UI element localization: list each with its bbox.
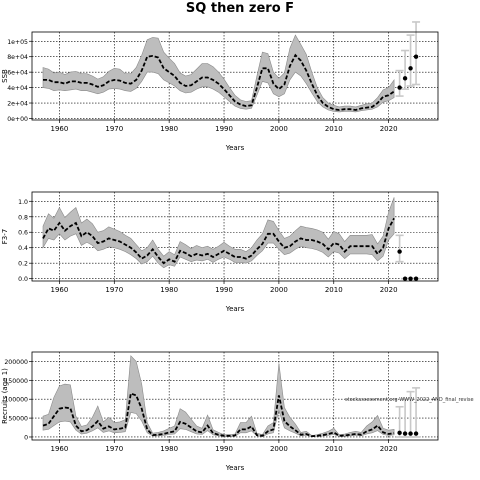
x-tick-label: 2020 (380, 125, 398, 133)
forecast-point (402, 431, 408, 436)
figure-title: SQ then zero F (185, 1, 295, 16)
forecast-point (413, 54, 419, 59)
forecast-point (413, 276, 419, 281)
y-tick-label: 0e+00 (7, 116, 28, 123)
y-tick-label: 50000 (8, 416, 28, 423)
y-tick-label: 1.0 (18, 199, 28, 206)
y-tick-label: 0.6 (18, 230, 28, 237)
x-tick-label: 2000 (270, 125, 288, 133)
x-tick-label: 1960 (51, 125, 69, 133)
forecast-point (402, 276, 408, 281)
x-tick-label: 1980 (160, 445, 178, 453)
y-tick-label: 8e+04 (7, 54, 28, 61)
x-axis-label: Years (225, 305, 245, 313)
forecast-point (402, 76, 408, 81)
forecast-point (408, 66, 413, 71)
y-tick-label: 4e+04 (7, 85, 28, 92)
x-axis-label: Years (225, 464, 245, 472)
x-tick-label: 2020 (380, 286, 398, 294)
confidence-band (42, 197, 395, 269)
y-tick-label: 200000 (4, 359, 28, 366)
x-axis-label: Years (225, 144, 245, 152)
estimate-line (42, 217, 395, 265)
y-tick-label: 0.2 (18, 261, 28, 268)
y-axis-label: F3-7 (1, 229, 9, 244)
forecast-point (408, 431, 413, 436)
x-tick-label: 1970 (105, 125, 123, 133)
forecast-point (413, 431, 419, 436)
y-tick-label: 2e+04 (7, 101, 28, 108)
chart-panel-1: 1960 1970 1980 1990 2000 2010 2020 0e+00 2e+04 4e… (1, 21, 439, 152)
y-tick-label: 0.8 (18, 214, 28, 221)
confidence-band (42, 34, 395, 113)
x-tick-label: 1990 (215, 125, 233, 133)
x-tick-label: 2020 (380, 445, 398, 453)
x-tick-label: 2010 (325, 445, 343, 453)
chart-panel-3: 1960 1970 1980 1990 2000 2010 2020 0 50000 100000… (1, 351, 439, 472)
y-tick-label: 0.4 (18, 245, 28, 252)
confidence-band (42, 355, 395, 437)
x-tick-label: 2000 (270, 286, 288, 294)
x-tick-label: 2010 (325, 125, 343, 133)
forecast-point (397, 85, 402, 90)
y-tick-label: 150000 (4, 378, 28, 385)
x-tick-label: 1960 (51, 286, 69, 294)
estimate-line (42, 392, 395, 438)
y-tick-label: 100000 (4, 397, 28, 404)
x-tick-label: 1960 (51, 445, 69, 453)
y-axis-label: Recruits (age 1) (1, 368, 9, 424)
y-tick-label: 0.0 (18, 276, 28, 283)
estimate-line (43, 53, 395, 111)
plot-frame (31, 351, 439, 441)
forecast-point (408, 276, 413, 281)
y-tick-label: 1e+05 (7, 39, 28, 46)
x-tick-label: 2010 (325, 286, 343, 294)
y-tick-label: 0 (24, 434, 28, 441)
x-tick-label: 1970 (105, 445, 123, 453)
x-tick-label: 1970 (105, 286, 123, 294)
plot-frame (31, 191, 439, 282)
forecast-point (397, 430, 402, 436)
forecast-point (397, 249, 402, 254)
x-tick-label: 2000 (270, 445, 288, 453)
x-tick-label: 1990 (215, 445, 233, 453)
watermark-text: stockassessment.org WWW_2022_AND_final_r… (345, 397, 474, 403)
x-tick-label: 1980 (160, 286, 178, 294)
x-tick-label: 1990 (215, 286, 233, 294)
x-tick-label: 1980 (160, 125, 178, 133)
chart-panel-2: 1960 1970 1980 1990 2000 2010 2020 0.0 0.2 0.4 0.6… (1, 191, 439, 313)
y-axis-label: SSB (1, 69, 9, 83)
plot-frame (31, 31, 439, 121)
y-tick-label: 6e+04 (7, 70, 28, 77)
